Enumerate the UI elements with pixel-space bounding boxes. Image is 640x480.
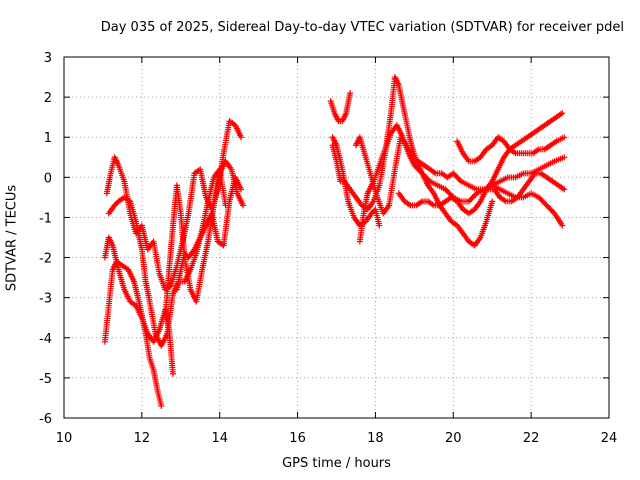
- x-tick-label: 18: [367, 431, 384, 446]
- data-point: [238, 186, 245, 193]
- plot-frame: [63, 56, 610, 419]
- y-tick-label: -2: [39, 252, 52, 267]
- y-tick-label: 3: [44, 51, 52, 66]
- chart-title: Day 035 of 2025, Sidereal Day-to-day VTE…: [100, 20, 624, 35]
- y-tick-label: 0: [44, 171, 52, 186]
- series-sat-d: [101, 234, 176, 377]
- data-series: [101, 74, 568, 409]
- data-point: [561, 154, 568, 161]
- data-point: [472, 191, 479, 198]
- data-point: [347, 90, 354, 97]
- x-tick-label: 22: [523, 431, 540, 446]
- y-axis-label: SDTVAR / TECUs: [4, 184, 20, 292]
- series-sat-f: [173, 174, 245, 293]
- data-point: [238, 134, 245, 141]
- data-point: [559, 110, 566, 117]
- x-axis-label: GPS time / hours: [282, 456, 391, 471]
- data-point: [170, 370, 176, 377]
- y-tick-label: 1: [44, 131, 52, 146]
- y-tick-label: -5: [39, 372, 52, 387]
- data-point: [489, 198, 496, 205]
- y-tick-label: -1: [39, 211, 52, 226]
- data-point: [550, 209, 557, 216]
- data-point: [158, 402, 165, 409]
- y-tick-label: -6: [39, 412, 52, 427]
- data-point: [240, 202, 247, 209]
- data-point: [376, 222, 383, 229]
- series-sat-n: [485, 170, 568, 205]
- x-tick-label: 16: [289, 431, 306, 446]
- x-tick-label: 20: [445, 431, 462, 446]
- data-point: [559, 222, 566, 229]
- x-tick-label: 12: [134, 431, 151, 446]
- data-point: [561, 134, 568, 141]
- grid-lines: [64, 57, 609, 418]
- series-sat-m: [454, 134, 568, 165]
- y-tick-label: -4: [39, 332, 52, 347]
- series-sat-e: [162, 158, 247, 321]
- series-sat-h: [329, 134, 383, 229]
- y-tick-label: -3: [39, 292, 52, 307]
- series-sat-l: [395, 110, 566, 217]
- series-sat-b: [103, 118, 245, 293]
- y-tick-label: 2: [44, 91, 52, 106]
- series-sat-g: [327, 90, 354, 125]
- x-tick-label: 10: [56, 431, 73, 446]
- x-tick-label: 14: [211, 431, 228, 446]
- series-sat-j: [356, 122, 566, 245]
- data-point: [561, 186, 568, 193]
- data-point: [425, 177, 432, 184]
- data-point: [456, 177, 463, 184]
- x-tick-label: 24: [601, 431, 618, 446]
